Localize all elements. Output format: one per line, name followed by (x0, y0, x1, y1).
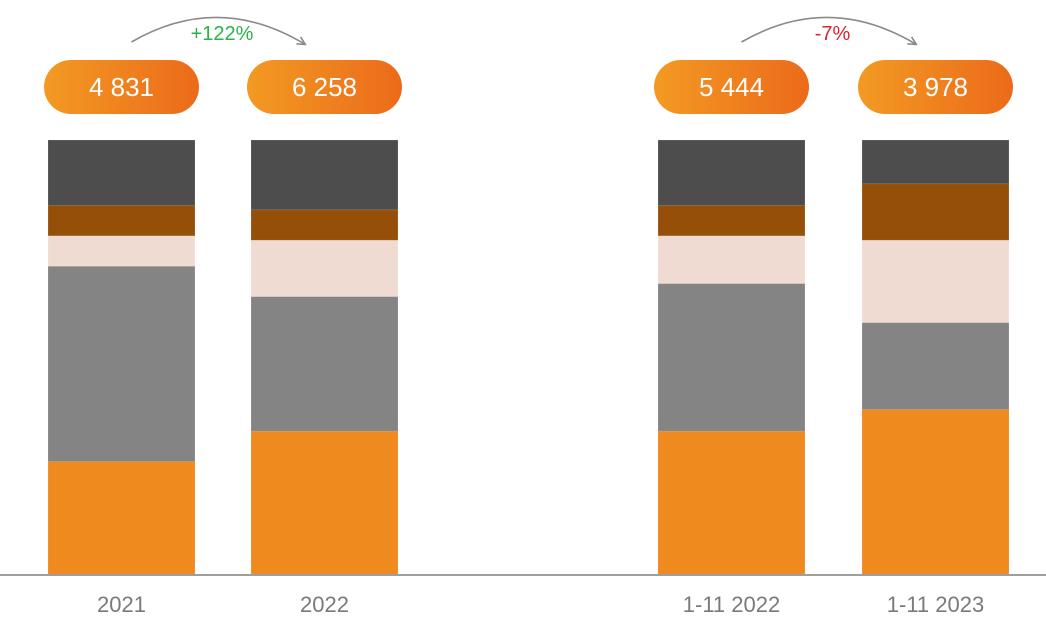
total-value: 4 831 (89, 72, 154, 102)
total-pills: 4 831 6 258 5 444 3 978 (44, 60, 1013, 114)
bar-segment (657, 282, 806, 432)
total-pill-background (44, 60, 199, 114)
bar-segment (250, 239, 399, 297)
total-value: 5 444 (699, 72, 764, 102)
curved-arrow-icon (131, 16, 305, 44)
curved-arrow-icon (741, 16, 916, 44)
category-label: 1-11 2022 (683, 592, 780, 614)
change-annotations: +122% -7% (131, 16, 916, 45)
category-label: 1-11 2023 (887, 592, 984, 614)
total-value: 6 258 (292, 72, 357, 102)
bar-segment (250, 430, 399, 575)
category-labels: 2021 2022 1-11 2022 1-11 2023 (97, 592, 984, 617)
total-pill: 4 831 (44, 60, 199, 114)
bar-segment (250, 209, 399, 241)
total-pill-background (247, 60, 402, 114)
change-label: +122% (191, 23, 254, 45)
bar-segment (861, 183, 1010, 241)
category-label: 2021 (97, 592, 146, 614)
change-label: -7% (815, 23, 851, 45)
bar-segment (657, 139, 806, 206)
bar-segment (47, 265, 196, 462)
total-pill-background (858, 60, 1013, 114)
category-label: 2022 (300, 592, 349, 614)
total-pill: 5 444 (654, 60, 809, 114)
change-annotation: +122% (131, 16, 305, 45)
total-value: 3 978 (903, 72, 968, 102)
bar-segment (861, 408, 1010, 575)
bar-segment (861, 139, 1010, 185)
bars-group (47, 139, 1010, 575)
total-pill: 3 978 (858, 60, 1013, 114)
bar-segment (47, 204, 196, 237)
bar-segment (861, 239, 1010, 323)
bar-segment (250, 139, 399, 211)
bar-segment (47, 460, 196, 575)
bar-segment (657, 430, 806, 575)
bar-segment (861, 321, 1010, 410)
bar-segment (47, 139, 196, 206)
total-pill: 6 258 (247, 60, 402, 114)
bar-segment (657, 204, 806, 237)
change-annotation: -7% (741, 16, 916, 45)
bar-segment (250, 295, 399, 432)
bar-segment (47, 235, 196, 267)
total-pill-background (654, 60, 809, 114)
bar-segment (657, 235, 806, 284)
